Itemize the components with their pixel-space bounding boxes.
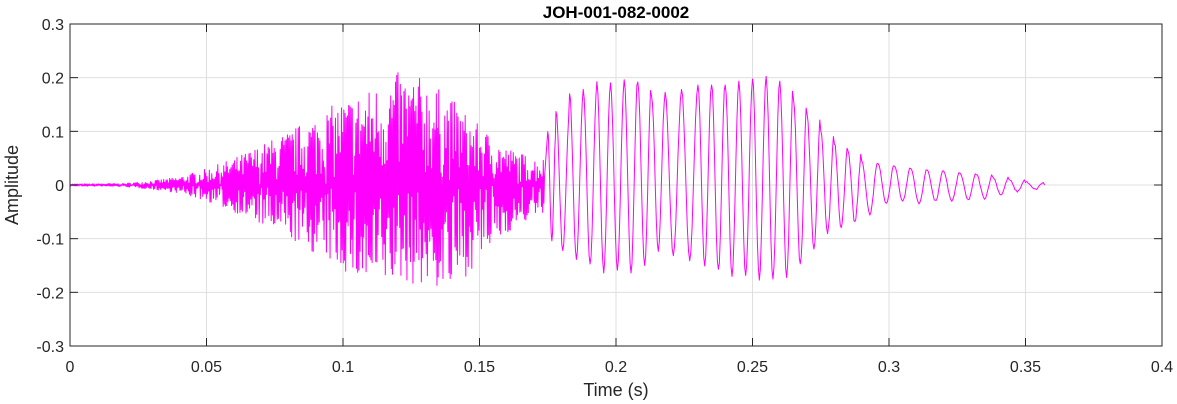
y-tick-label: 0.1 xyxy=(42,124,64,141)
x-tick-label: 0.05 xyxy=(191,359,222,376)
y-tick-label: -0.3 xyxy=(36,339,64,356)
x-tick-label: 0.15 xyxy=(464,359,495,376)
x-tick-label: 0 xyxy=(66,359,75,376)
chart-title: JOH-001-082-0002 xyxy=(543,3,689,22)
x-tick-label: 0.3 xyxy=(878,359,900,376)
y-tick-label: -0.1 xyxy=(36,232,64,249)
x-tick-label: 0.4 xyxy=(1151,359,1173,376)
y-tick-label: 0.3 xyxy=(42,17,64,34)
signal-series xyxy=(69,72,1046,286)
y-axis-label: Amplitude xyxy=(2,145,22,225)
x-axis-ticks: 0 0.05 0.1 0.15 0.2 0.25 0.3 0.35 0.4 xyxy=(66,24,1173,376)
y-tick-label: 0.2 xyxy=(42,71,64,88)
y-tick-label: 0 xyxy=(55,178,64,195)
signal-line xyxy=(69,72,1046,286)
x-tick-label: 0.2 xyxy=(605,359,627,376)
x-tick-label: 0.35 xyxy=(1010,359,1041,376)
x-tick-label: 0.1 xyxy=(332,359,354,376)
y-tick-label: -0.2 xyxy=(36,285,64,302)
x-tick-label: 0.25 xyxy=(737,359,768,376)
x-axis-label: Time (s) xyxy=(583,380,648,400)
grid-lines xyxy=(70,24,1162,346)
y-axis-ticks: -0.3 -0.2 -0.1 0 0.1 0.2 0.3 xyxy=(36,17,1162,356)
